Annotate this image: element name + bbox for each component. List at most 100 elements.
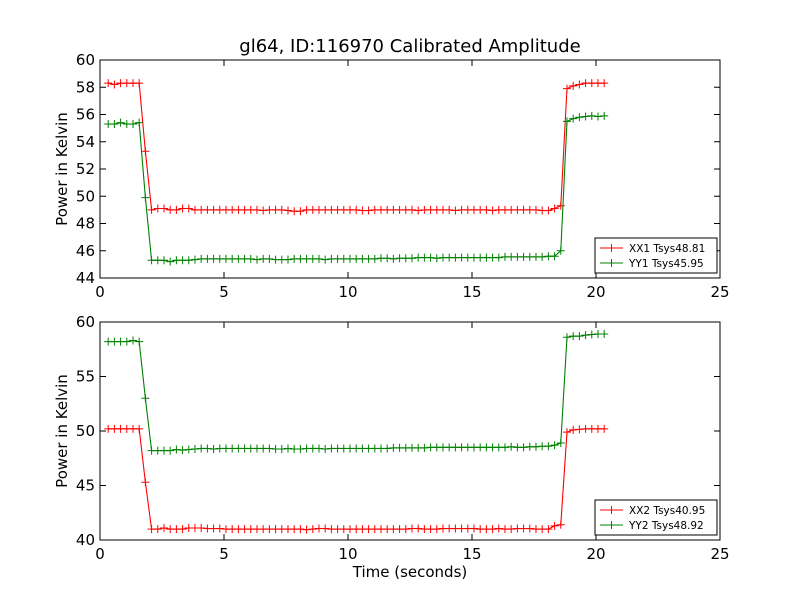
y-tick-label: 46 (76, 242, 95, 260)
y-tick-label: 56 (76, 106, 95, 124)
legend-entry: XX2 Tsys40.95 (600, 505, 705, 517)
y-tick-label: 40 (76, 531, 95, 549)
data-point (259, 206, 268, 215)
data-point (544, 525, 553, 534)
x-tick-label: 20 (586, 283, 605, 301)
data-point (600, 111, 609, 120)
y-tick-label: 50 (76, 422, 95, 440)
data-point (159, 204, 168, 213)
data-point (562, 333, 571, 342)
data-point (135, 118, 144, 127)
data-point (197, 524, 206, 533)
data-point (587, 330, 596, 339)
data-point (159, 524, 168, 533)
legend-label: YY1 Tsys45.95 (628, 258, 704, 270)
data-point (488, 206, 497, 215)
y-tick-label: 52 (76, 160, 95, 178)
data-point (209, 444, 218, 453)
data-point (128, 336, 137, 345)
data-point (277, 205, 286, 214)
y-axis-label: Power in Kelvin (53, 374, 71, 488)
legend-label: YY2 Tsys48.92 (628, 520, 704, 532)
legend-entry: XX1 Tsys48.81 (600, 243, 705, 255)
data-point (308, 525, 317, 534)
x-tick-label: 10 (338, 283, 357, 301)
data-point (178, 446, 187, 455)
data-point (383, 444, 392, 453)
x-tick-label: 0 (95, 545, 105, 563)
data-point (364, 206, 373, 215)
series-2 (104, 111, 609, 266)
x-tick-label: 15 (462, 283, 481, 301)
y-tick-label: 58 (76, 78, 95, 96)
data-point (507, 525, 516, 534)
data-point (451, 206, 460, 215)
data-point (302, 525, 311, 534)
data-point (500, 443, 509, 452)
y-tick-label: 54 (76, 133, 95, 151)
data-point (283, 206, 292, 215)
data-point (141, 478, 150, 487)
y-tick-label: 60 (76, 313, 95, 331)
legend-marker (607, 244, 616, 252)
y-tick-label: 45 (76, 477, 95, 495)
data-point (488, 525, 497, 534)
y-axis-label: Power in Kelvin (53, 112, 71, 226)
data-point (432, 525, 441, 534)
series-1 (104, 79, 609, 216)
x-tick-label: 15 (462, 545, 481, 563)
data-point (135, 337, 144, 346)
data-point (445, 205, 454, 214)
data-point (556, 246, 565, 255)
data-point (569, 81, 578, 90)
data-point (407, 205, 416, 214)
y-tick-label: 48 (76, 215, 95, 233)
data-point (135, 79, 144, 88)
legend-marker (607, 259, 616, 267)
data-point (296, 207, 305, 216)
series-2 (104, 329, 609, 455)
data-point (153, 525, 162, 534)
data-point (135, 424, 144, 433)
data-point (321, 255, 330, 264)
data-point (544, 206, 553, 215)
data-point (252, 255, 261, 264)
legend-entry: YY1 Tsys45.95 (600, 258, 704, 270)
data-point (414, 206, 423, 215)
data-point (494, 253, 503, 262)
chart-panel-2: 0 5 10 15 20 25 40 45 50 55 60 Power in Kelvin Time … (53, 313, 730, 581)
x-tick-label: 20 (586, 545, 605, 563)
data-point (519, 443, 528, 452)
data-point (550, 252, 559, 261)
data-point (550, 204, 559, 213)
data-point (128, 120, 137, 129)
data-point (314, 254, 323, 263)
y-tick-label: 60 (76, 51, 95, 69)
data-point (252, 205, 261, 214)
chart-panel-1: 0 5 10 15 20 25 44 46 48 50 52 54 56 58 60 gl64, ID:116… (53, 36, 730, 301)
data-point (296, 525, 305, 534)
data-point (550, 441, 559, 450)
legend: XX2 Tsys40.95 YY2 Tsys48.92 (594, 499, 718, 536)
x-tick-label: 5 (219, 545, 229, 563)
data-point (352, 205, 361, 214)
x-tick-label: 25 (710, 283, 729, 301)
data-point (296, 444, 305, 453)
data-point (556, 520, 565, 529)
data-point (321, 524, 330, 533)
data-point (184, 256, 193, 265)
data-point (562, 428, 571, 437)
data-point (562, 117, 571, 126)
data-point (314, 444, 323, 453)
data-point (600, 424, 609, 433)
data-point (283, 255, 292, 264)
data-point (141, 147, 150, 156)
data-point (556, 438, 565, 447)
data-point (401, 525, 410, 534)
legend-label: XX1 Tsys48.81 (629, 243, 705, 255)
chart-title: gl64, ID:116970 Calibrated Amplitude (239, 36, 580, 57)
data-point (575, 80, 584, 89)
legend-box (594, 237, 718, 274)
data-point (593, 112, 602, 121)
